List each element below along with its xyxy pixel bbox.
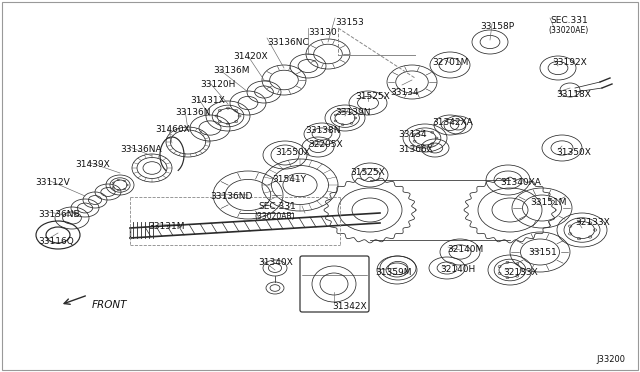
Text: 33112V: 33112V — [35, 178, 70, 187]
Text: 31420X: 31420X — [233, 52, 268, 61]
Text: 32133X: 32133X — [503, 268, 538, 277]
Text: 33130: 33130 — [308, 28, 337, 37]
Text: 32205X: 32205X — [308, 140, 342, 149]
Text: 32701M: 32701M — [432, 58, 468, 67]
Text: SEC.331: SEC.331 — [258, 202, 296, 211]
Text: 32140H: 32140H — [440, 265, 476, 274]
Text: 31340X: 31340X — [258, 258, 292, 267]
Text: 31366X: 31366X — [398, 145, 433, 154]
Text: 31342X: 31342X — [332, 302, 367, 311]
Text: 33151M: 33151M — [530, 198, 566, 207]
Text: J33200: J33200 — [596, 355, 625, 364]
Text: 33136N: 33136N — [175, 108, 211, 117]
Text: (33020AE): (33020AE) — [548, 26, 588, 35]
FancyBboxPatch shape — [300, 256, 369, 312]
Text: 32140M: 32140M — [447, 245, 483, 254]
Text: 33136NB: 33136NB — [38, 210, 79, 219]
Text: 31525X: 31525X — [355, 92, 390, 101]
Text: 33136ND: 33136ND — [210, 192, 252, 201]
Text: 33136M: 33136M — [213, 66, 250, 75]
Text: 31439X: 31439X — [75, 160, 109, 169]
Text: 33153: 33153 — [335, 18, 364, 27]
Text: 31550X: 31550X — [275, 148, 310, 157]
Text: 31541Y: 31541Y — [272, 175, 306, 184]
Text: 31460X: 31460X — [155, 125, 189, 134]
Text: (33020AB): (33020AB) — [254, 212, 294, 221]
Text: 33192X: 33192X — [552, 58, 587, 67]
Text: 32133X: 32133X — [575, 218, 610, 227]
Text: 33136NC: 33136NC — [267, 38, 308, 47]
Text: 33131M: 33131M — [148, 222, 184, 231]
Text: 33134: 33134 — [390, 88, 419, 97]
Text: 33116Q: 33116Q — [38, 237, 74, 246]
Text: 33118X: 33118X — [556, 90, 591, 99]
Text: SEC.331: SEC.331 — [550, 16, 588, 25]
Text: 33139N: 33139N — [335, 108, 371, 117]
Text: 31350X: 31350X — [556, 148, 591, 157]
Text: 31359M: 31359M — [375, 268, 412, 277]
Text: 31340XA: 31340XA — [500, 178, 541, 187]
Text: 31342XA: 31342XA — [432, 118, 473, 127]
Text: 33151: 33151 — [528, 248, 557, 257]
Text: 33120H: 33120H — [200, 80, 236, 89]
Text: 31525X: 31525X — [350, 168, 385, 177]
Text: 33158P: 33158P — [480, 22, 514, 31]
Text: 31431X: 31431X — [190, 96, 225, 105]
Text: FRONT: FRONT — [92, 300, 127, 310]
Text: 33138N: 33138N — [305, 126, 340, 135]
Text: 33134: 33134 — [398, 130, 427, 139]
Text: 33136NA: 33136NA — [120, 145, 162, 154]
